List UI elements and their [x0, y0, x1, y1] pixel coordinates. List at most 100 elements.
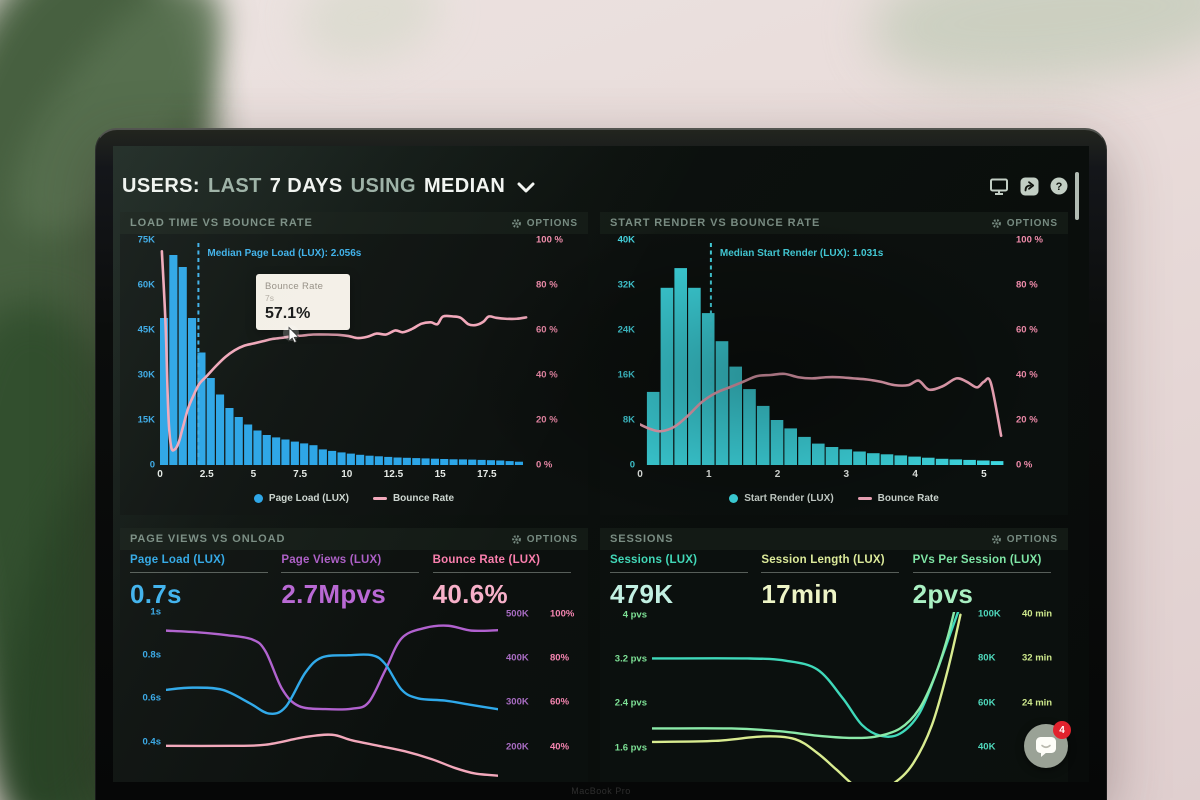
page-views-line-chart[interactable] [166, 612, 498, 782]
scrollbar-thumb[interactable] [1075, 172, 1079, 220]
legend-label: Page Load (LUX) [268, 493, 349, 504]
plot-area[interactable]: Median Page Load (LUX): 2.056s Bounce Ra… [160, 240, 528, 465]
chart-legend: Start Render (LUX) Bounce Rate [600, 493, 1068, 504]
stat-label: Page Load (LUX) [130, 554, 226, 566]
gear-icon [511, 218, 521, 228]
laptop-screen: USERS: LAST 7 DAYS USING MEDIAN ? [113, 146, 1089, 782]
help-icon[interactable]: ? [1049, 176, 1069, 196]
gear-icon [991, 534, 1001, 544]
load-time-histogram[interactable] [160, 240, 528, 465]
plot-area[interactable] [652, 612, 970, 782]
notification-badge: 4 [1053, 721, 1071, 739]
y-axis-right: 500K 100% 400K 80% 300K 60% 200K 40% [506, 608, 575, 753]
legend-item: Bounce Rate [857, 493, 939, 504]
plot-area[interactable]: Median Start Render (LUX): 1.031s [640, 240, 1008, 465]
y-axis-left: 75K 60K 45K 30K 15K 0 [137, 234, 155, 471]
options-button[interactable]: OPTIONS [991, 218, 1058, 229]
legend-label: Start Render (LUX) [744, 493, 834, 504]
stat-label: Page Views (LUX) [281, 554, 382, 566]
legend-item: Start Render (LUX) [729, 493, 834, 504]
stat-label: Bounce Rate (LUX) [432, 554, 541, 566]
gear-icon [511, 534, 521, 544]
panel-title: LOAD TIME VS BOUNCE RATE [130, 217, 313, 229]
chat-button[interactable]: 4 [1024, 721, 1071, 768]
panel-title: PAGE VIEWS VS ONLOAD [130, 533, 286, 545]
stat-value: 2.7Mpvs [281, 579, 387, 609]
stat-sessions: Sessions (LUX) 479K [610, 554, 761, 610]
range-word: LAST [207, 174, 262, 197]
panel-title: START RENDER VS BOUNCE RATE [610, 217, 821, 229]
stats-row: Sessions (LUX) 479K Session Length (LUX)… [610, 554, 1064, 610]
y-axis-right: 100K 40 min 80K 32 min 60K 24 min 40K [978, 608, 1053, 753]
plant-leaf [290, 0, 450, 77]
gear-icon [991, 218, 1001, 228]
display-icon[interactable] [989, 176, 1009, 196]
y-axis-right: 100 % 80 % 60 % 40 % 20 % 0 % [1016, 234, 1043, 471]
share-icon[interactable] [1019, 176, 1039, 196]
chart-legend: Page Load (LUX) Bounce Rate [120, 493, 588, 504]
panel-sessions: SESSIONS OPTIONS Sessions (LUX) 479K Ses… [600, 528, 1068, 782]
stat-divider [130, 572, 268, 573]
y-axis-right: 100 % 80 % 60 % 40 % 20 % 0 % [536, 234, 563, 471]
stat-label: Sessions (LUX) [610, 554, 698, 566]
stat-value: 0.7s [130, 579, 182, 609]
stat-divider [610, 572, 748, 573]
x-axis: 0 2.5 5 7.5 10 12.5 15 17.5 [157, 469, 497, 480]
legend-label: Bounce Rate [392, 493, 455, 504]
stat-divider [281, 572, 420, 573]
users-range-dropdown[interactable]: USERS: LAST 7 DAYS USING MEDIAN [122, 172, 535, 200]
panel-page-views: PAGE VIEWS VS ONLOAD OPTIONS Page Load (… [120, 528, 588, 782]
laptop-bezel: USERS: LAST 7 DAYS USING MEDIAN ? [95, 128, 1107, 800]
stat-divider [432, 572, 571, 573]
panel-header: SESSIONS OPTIONS [600, 528, 1068, 550]
median-annotation: Median Page Load (LUX): 2.056s [207, 248, 362, 259]
stat-divider [761, 572, 900, 573]
stat-value: 40.6% [432, 579, 508, 609]
options-label: OPTIONS [1006, 533, 1058, 545]
legend-line-icon [857, 497, 872, 500]
sessions-line-chart[interactable] [652, 612, 970, 782]
panel-start-render: START RENDER VS BOUNCE RATE OPTIONS 40K 3… [600, 212, 1068, 515]
legend-label: Bounce Rate [877, 493, 939, 504]
legend-line-icon [372, 497, 387, 500]
options-label: OPTIONS [526, 533, 578, 545]
laptop-brand-text: MacBook Pro [571, 786, 631, 796]
stat-page-load: Page Load (LUX) 0.7s [130, 554, 281, 610]
stat-page-views: Page Views (LUX) 2.7Mpvs [281, 554, 432, 610]
options-label: OPTIONS [1006, 217, 1058, 229]
legend-item: Bounce Rate [372, 493, 455, 504]
legend-dot-icon [729, 494, 739, 503]
start-render-histogram[interactable] [640, 240, 1008, 465]
mouse-cursor [283, 325, 300, 344]
options-button[interactable]: OPTIONS [511, 218, 578, 229]
stat-pvs-per-session: PVs Per Session (LUX) 2pvs [912, 554, 1064, 610]
plant-leaf [864, 0, 1200, 100]
median-annotation: Median Start Render (LUX): 1.031s [719, 248, 884, 259]
stat-value: 479K [610, 579, 674, 609]
options-label: OPTIONS [526, 217, 578, 229]
chevron-down-icon[interactable] [517, 182, 535, 193]
tooltip-x-value: 7s [265, 293, 274, 303]
using-word: USING [350, 174, 416, 197]
y-axis-left: 1s 0.8s 0.6s 0.4s [142, 606, 162, 748]
legend-dot-icon [253, 494, 263, 503]
stat-bounce-rate: Bounce Rate (LUX) 40.6% [432, 554, 584, 610]
panel-header: LOAD TIME VS BOUNCE RATE OPTIONS [120, 212, 588, 234]
tooltip-series: Bounce Rate [265, 281, 324, 292]
metric-value: MEDIAN [423, 174, 506, 197]
chart-tooltip: Bounce Rate 7s 57.1% [256, 274, 350, 330]
panel-title: SESSIONS [610, 533, 674, 545]
plot-area[interactable] [166, 612, 498, 782]
tooltip-value: 57.1% [265, 305, 311, 322]
help-glyph: ? [1056, 181, 1063, 193]
range-value: 7 DAYS [269, 174, 343, 197]
y-axis-left: 40K 32K 24K 16K 8K 0 [617, 234, 635, 471]
stat-label: Session Length (LUX) [761, 554, 885, 566]
stat-session-length: Session Length (LUX) 17min [761, 554, 912, 610]
stat-value: 2pvs [912, 579, 974, 609]
stat-label: PVs Per Session (LUX) [912, 554, 1042, 566]
options-button[interactable]: OPTIONS [511, 534, 578, 545]
y-axis-left: 4 pvs 3.2 pvs 2.4 pvs 1.6 pvs [614, 609, 647, 754]
options-button[interactable]: OPTIONS [991, 534, 1058, 545]
